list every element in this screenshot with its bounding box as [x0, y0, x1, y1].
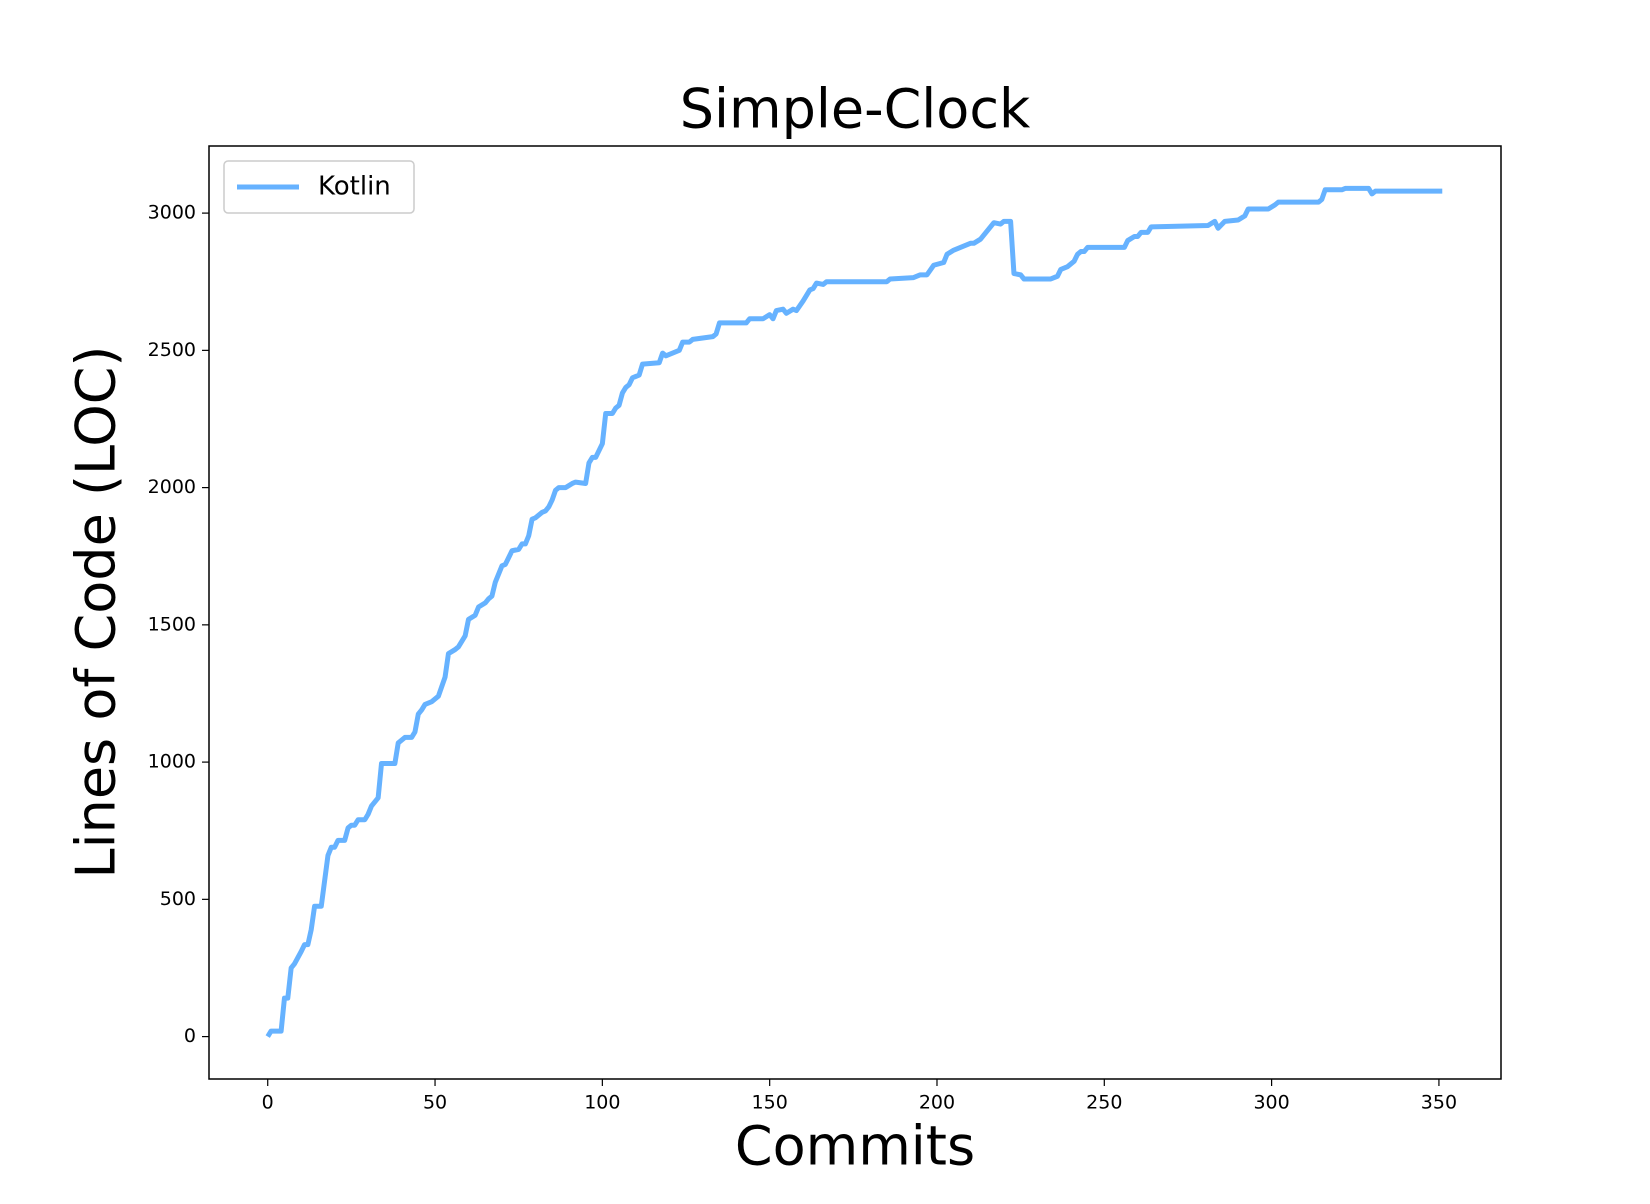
y-tick-label: 1000 — [148, 751, 196, 773]
y-tick-label: 1500 — [148, 613, 196, 635]
x-tick-label: 0 — [262, 1092, 274, 1114]
x-tick-label: 100 — [584, 1092, 620, 1114]
x-tick-label: 300 — [1253, 1092, 1289, 1114]
x-tick-label: 250 — [1086, 1092, 1122, 1114]
x-tick-label: 200 — [919, 1092, 955, 1114]
plot-frame — [208, 145, 1502, 1080]
y-axis-label: Lines of Code (LOC) — [65, 346, 128, 879]
y-tick-label: 2000 — [148, 476, 196, 498]
x-tick-label: 150 — [752, 1092, 788, 1114]
x-axis-label: Commits — [735, 1115, 975, 1178]
legend-box — [223, 160, 415, 214]
legend-label: Kotlin — [318, 172, 391, 202]
chart-title: Simple-Clock — [680, 78, 1031, 141]
y-tick-label: 2500 — [148, 339, 196, 361]
y-tick-label: 0 — [184, 1025, 196, 1047]
x-tick-label: 50 — [423, 1092, 447, 1114]
data-line — [265, 185, 1443, 1038]
legend: Kotlin — [223, 160, 415, 214]
y-tick-label: 3000 — [148, 202, 196, 224]
x-tick-label: 350 — [1421, 1092, 1457, 1114]
y-tick-label: 500 — [160, 888, 196, 910]
